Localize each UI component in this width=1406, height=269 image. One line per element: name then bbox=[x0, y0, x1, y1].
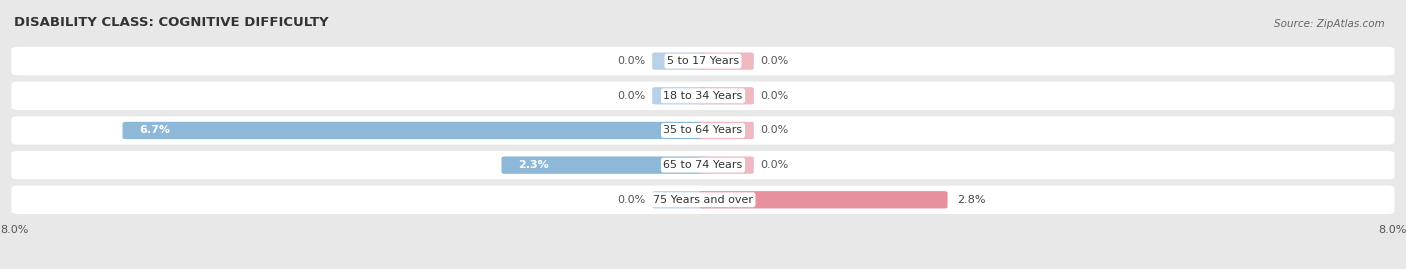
Text: 0.0%: 0.0% bbox=[761, 125, 789, 136]
FancyBboxPatch shape bbox=[700, 52, 754, 70]
Text: DISABILITY CLASS: COGNITIVE DIFFICULTY: DISABILITY CLASS: COGNITIVE DIFFICULTY bbox=[14, 16, 329, 30]
FancyBboxPatch shape bbox=[11, 186, 1395, 214]
FancyBboxPatch shape bbox=[652, 191, 706, 208]
FancyBboxPatch shape bbox=[11, 82, 1395, 110]
FancyBboxPatch shape bbox=[700, 191, 948, 208]
FancyBboxPatch shape bbox=[700, 122, 754, 139]
Text: 0.0%: 0.0% bbox=[761, 56, 789, 66]
Text: 35 to 64 Years: 35 to 64 Years bbox=[664, 125, 742, 136]
Text: 0.0%: 0.0% bbox=[617, 195, 645, 205]
Text: 75 Years and over: 75 Years and over bbox=[652, 195, 754, 205]
Text: 65 to 74 Years: 65 to 74 Years bbox=[664, 160, 742, 170]
Text: 5 to 17 Years: 5 to 17 Years bbox=[666, 56, 740, 66]
FancyBboxPatch shape bbox=[700, 157, 754, 174]
FancyBboxPatch shape bbox=[700, 87, 754, 104]
FancyBboxPatch shape bbox=[11, 116, 1395, 145]
FancyBboxPatch shape bbox=[11, 47, 1395, 75]
FancyBboxPatch shape bbox=[502, 157, 706, 174]
Text: 0.0%: 0.0% bbox=[617, 91, 645, 101]
Text: 18 to 34 Years: 18 to 34 Years bbox=[664, 91, 742, 101]
Text: 6.7%: 6.7% bbox=[139, 125, 170, 136]
Text: 0.0%: 0.0% bbox=[617, 56, 645, 66]
FancyBboxPatch shape bbox=[11, 151, 1395, 179]
Text: Source: ZipAtlas.com: Source: ZipAtlas.com bbox=[1274, 19, 1385, 29]
Text: 0.0%: 0.0% bbox=[761, 160, 789, 170]
FancyBboxPatch shape bbox=[122, 122, 706, 139]
FancyBboxPatch shape bbox=[652, 87, 706, 104]
Text: 0.0%: 0.0% bbox=[761, 91, 789, 101]
Text: 2.3%: 2.3% bbox=[517, 160, 548, 170]
FancyBboxPatch shape bbox=[652, 52, 706, 70]
Text: 2.8%: 2.8% bbox=[957, 195, 986, 205]
